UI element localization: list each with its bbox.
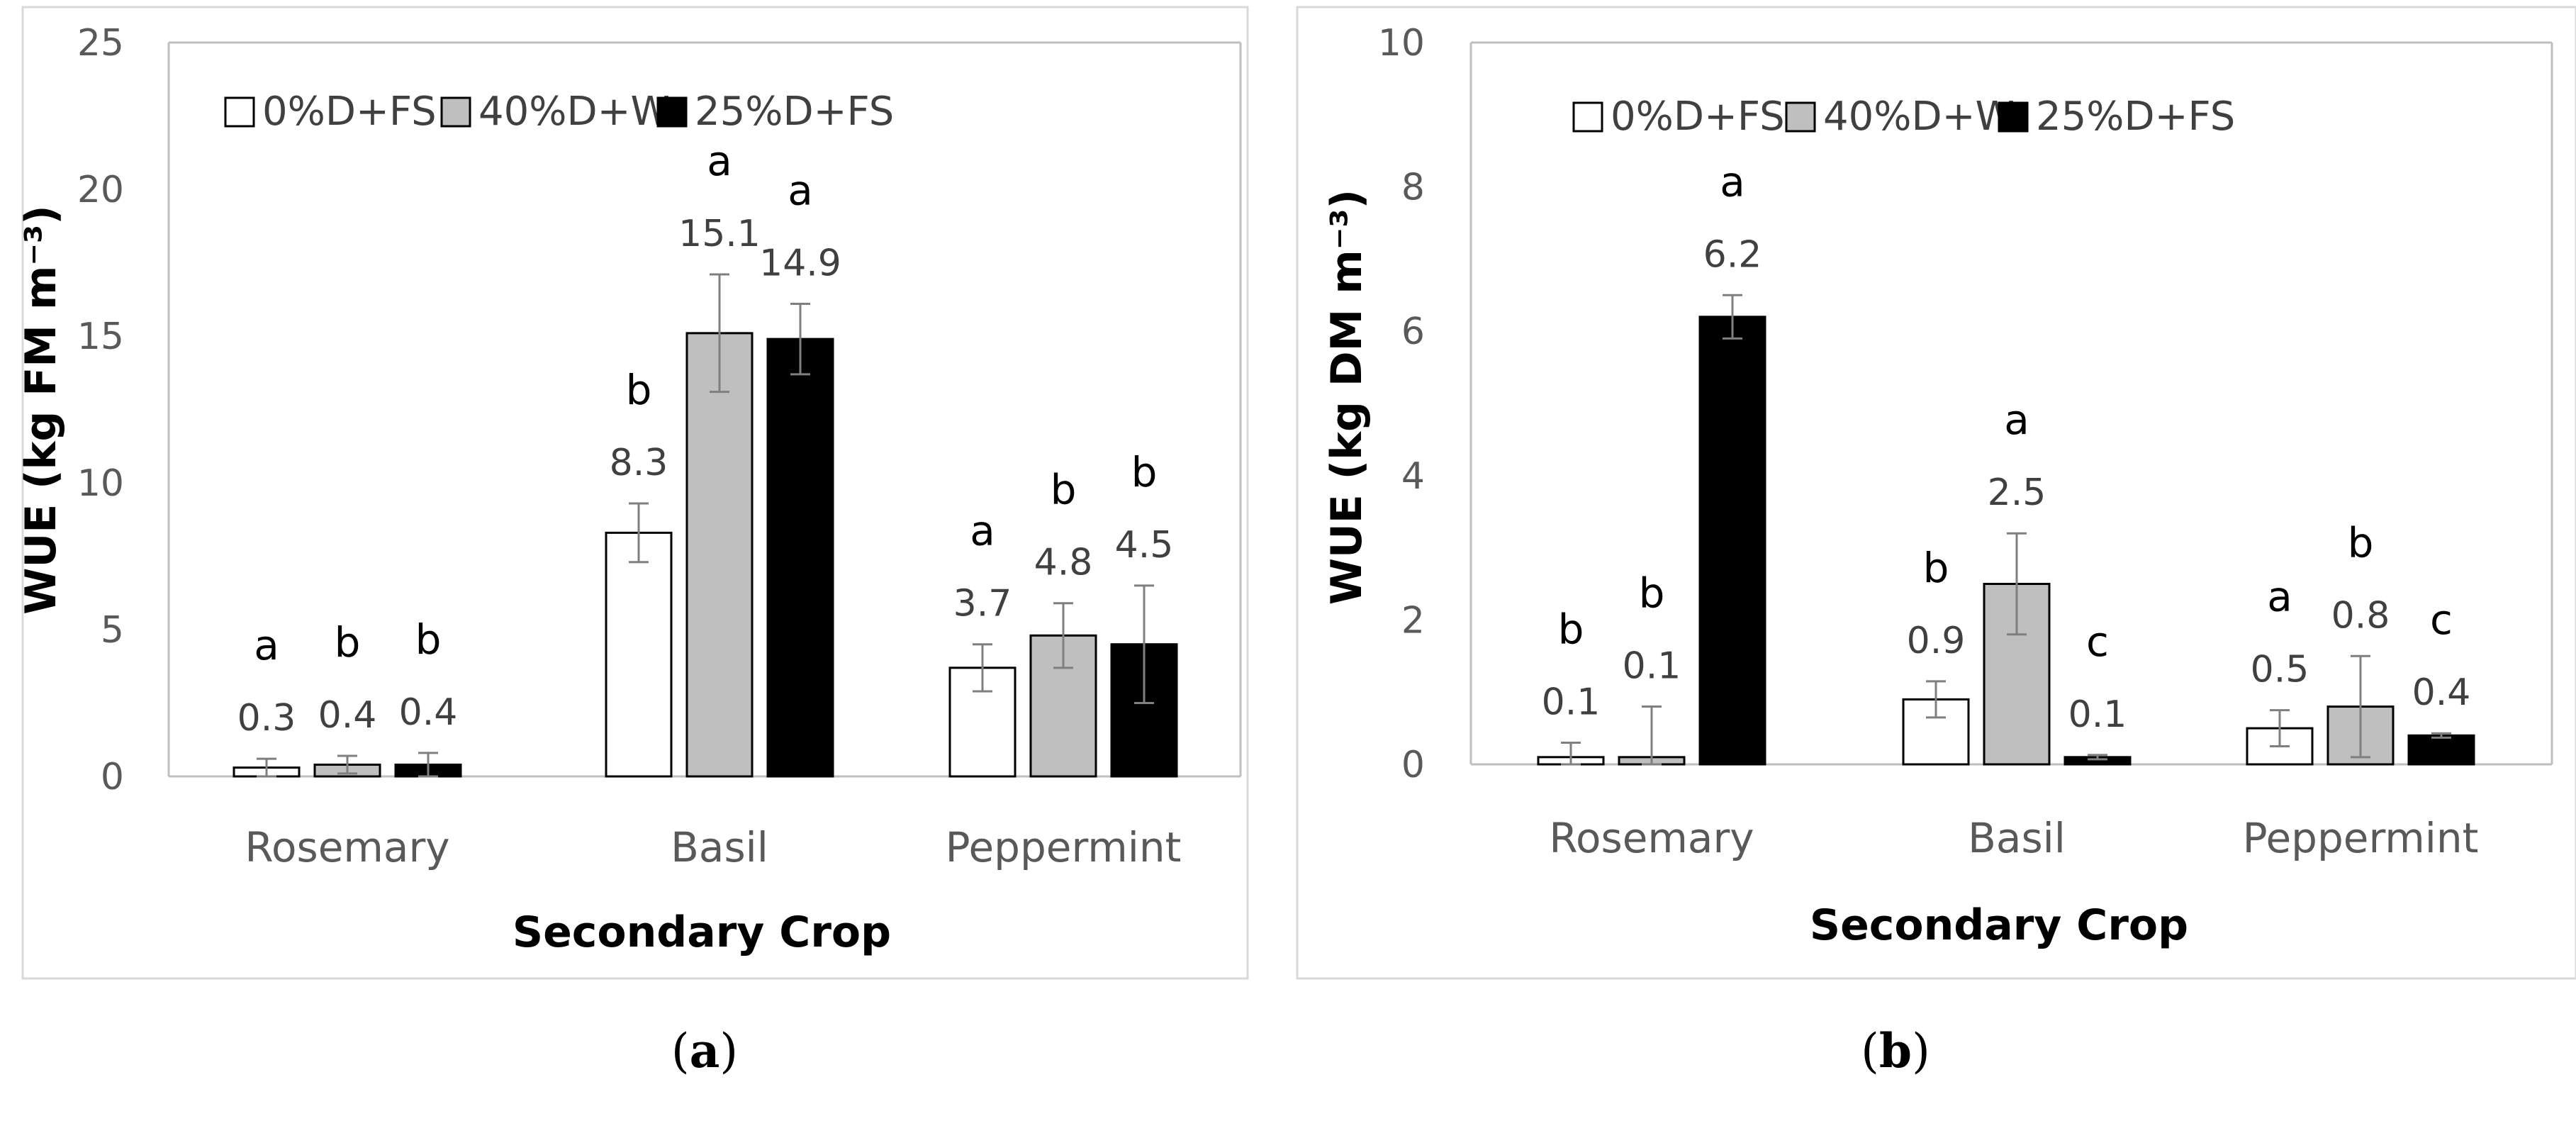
x-tick-label: Peppermint [946,823,1182,871]
x-axis-title: Secondary Crop [1810,900,2188,950]
y-tick-label: 20 [77,169,124,211]
significance-letter: a [2004,396,2029,444]
data-label: 0.1 [1542,681,1601,723]
data-label: 0.4 [318,694,377,737]
legend-label: 40%D+W [478,89,670,135]
significance-letter: b [626,366,652,414]
significance-letter: b [415,615,442,664]
y-axis-title: WUE (kg DM m⁻³) [1322,189,1372,605]
significance-letter: c [2086,618,2109,666]
legend-label: 25%D+FS [695,89,894,135]
legend-swatch [1785,101,1816,133]
y-tick-label: 0 [101,756,124,798]
y-tick-label: 5 [101,609,124,652]
y-tick-label: 4 [1401,455,1425,498]
significance-letter: b [1639,569,1665,618]
legend-label: 25%D+FS [2036,94,2235,140]
legend-swatch [656,96,688,128]
bar [1029,634,1097,778]
bar [1698,316,1766,766]
y-tick-label: 2 [1401,599,1425,642]
significance-letter: a [2267,573,2292,621]
data-label: 0.1 [2068,693,2127,736]
y-tick-label: 10 [77,462,124,505]
significance-letter: b [1131,448,1158,496]
significance-letter: b [1923,544,1949,592]
legend-swatch [1998,101,2029,133]
y-tick-label: 8 [1401,167,1425,209]
bar [766,338,834,778]
chart-panel-a: 0 5 10 15 20 25 Rosemary Basil Peppermint 0.3 a 8.3… [16,6,1249,1078]
data-label: 0.1 [1623,645,1681,688]
legend-swatch [1572,101,1603,133]
significance-letter: a [788,166,813,214]
data-label: 0.4 [399,691,458,734]
y-axis-title: WUE (kg FM m⁻³) [16,205,66,614]
x-tick-label: Rosemary [1549,814,1754,862]
significance-letter: b [1051,466,1077,514]
data-label: 0.4 [2412,671,2471,714]
panel-label: (b) [1861,1023,1930,1078]
y-tick-label: 15 [77,316,124,358]
bar [605,531,673,778]
x-tick-label: Peppermint [2243,814,2479,862]
significance-letter: b [2348,518,2374,567]
significance-letter: a [970,507,995,555]
data-label: 3.7 [953,583,1012,625]
y-tick-label: 25 [77,22,124,65]
data-label: 0.9 [1907,620,1966,662]
data-label: 2.5 [1988,472,2046,514]
chart-panel-b: 0 2 4 6 8 10 Rosemary Basil Peppermint 0.1 b 0.9 b 0.… [1296,6,2576,1078]
y-tick-label: 10 [1378,22,1425,65]
x-tick-label: Basil [1968,814,2066,862]
data-label: 0.8 [2331,594,2390,637]
chart-frame [21,6,1249,980]
significance-letter: c [2430,596,2453,644]
x-tick-label: Rosemary [245,823,449,871]
bar [685,332,754,778]
panel-label: (a) [671,1023,738,1078]
legend-label: 0%D+FS [1611,94,1785,140]
legend-label: 0%D+FS [262,89,437,135]
legend-swatch [440,96,471,128]
data-label: 0.5 [2251,649,2309,691]
legend-label: 40%D+W [1823,94,2015,140]
significance-letter: b [335,618,361,667]
y-tick-label: 0 [1401,744,1425,786]
x-axis-title: Secondary Crop [513,908,891,957]
data-label: 15.1 [678,213,761,255]
legend-swatch [224,96,255,128]
data-label: 0.3 [237,697,296,740]
chart-frame [1296,6,2576,980]
y-tick-label: 6 [1401,311,1425,353]
data-label: 14.9 [759,242,841,284]
data-label: 4.8 [1034,542,1093,584]
data-label: 6.2 [1703,233,1762,276]
bar [2407,734,2475,766]
significance-letter: a [1720,157,1745,206]
data-label: 8.3 [610,442,668,484]
x-tick-label: Basil [671,823,768,871]
significance-letter: a [707,137,732,185]
significance-letter: b [1558,605,1584,653]
data-label: 4.5 [1115,524,1174,567]
significance-letter: a [254,621,279,669]
